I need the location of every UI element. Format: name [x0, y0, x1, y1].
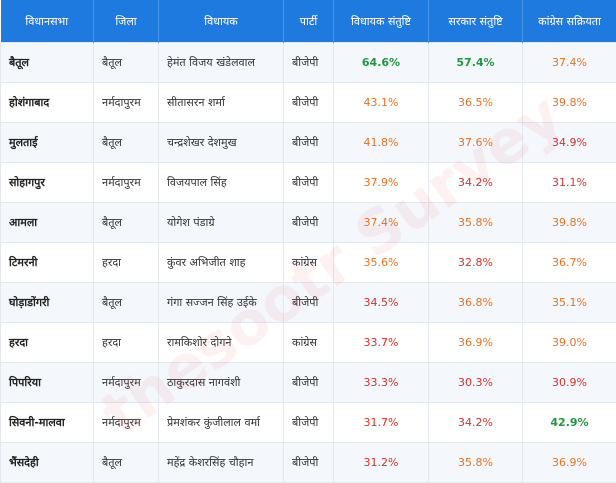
table-body: बैतूल बैतूल हेमंत विजय खंडेलवाल बीजेपी 64.6%… [0, 42, 616, 483]
table-cell: नर्मदापुरम [93, 162, 159, 203]
table-cell: हरदा [93, 242, 159, 283]
table-cell: बीजेपी [283, 402, 334, 443]
table-cell: बीजेपी [283, 282, 334, 323]
table-cell: 33.3% [333, 362, 429, 403]
table-cell: बैतूल [93, 122, 159, 163]
table-cell: कांग्रेस [283, 322, 334, 363]
table-row: बैतूल बैतूल हेमंत विजय खंडेलवाल बीजेपी 64.6%… [0, 42, 616, 83]
table-cell: 31.2% [333, 442, 429, 483]
table-cell: 34.5% [333, 282, 429, 323]
table-cell: प्रेमशंकर कुंजीलाल वर्मा [158, 402, 284, 443]
table-row: सोहागपुर नर्मदापुरम विजयपाल सिंह बीजेपी 37.9… [0, 162, 616, 203]
table-cell: 31.1% [522, 162, 616, 203]
table-cell: 30.3% [428, 362, 523, 403]
table-cell: 39.0% [522, 322, 616, 363]
table-row: होशंगाबाद नर्मदापुरम सीतासरन शर्मा बीजेपी 43… [0, 82, 616, 123]
table-cell: कांग्रेस [283, 242, 334, 283]
table-cell: 36.7% [522, 242, 616, 283]
column-header: जिला [93, 0, 159, 43]
table-cell: विजयपाल सिंह [158, 162, 284, 203]
column-header: विधानसभा [0, 0, 94, 43]
table-cell: बीजेपी [283, 362, 334, 403]
table-cell: हरदा [0, 322, 94, 363]
table-cell: नर्मदापुरम [93, 82, 159, 123]
table-row: सिवनी-मालवा नर्मदापुरम प्रेमशंकर कुंजीलाल … [0, 402, 616, 443]
table-cell: 30.9% [522, 362, 616, 403]
column-header: सरकार संतुष्टि [428, 0, 523, 43]
table-cell: बीजेपी [283, 202, 334, 243]
table-cell: 33.7% [333, 322, 429, 363]
table-cell: बीजेपी [283, 82, 334, 123]
table-cell: 32.8% [428, 242, 523, 283]
table-cell: नर्मदापुरम [93, 362, 159, 403]
table-cell: 31.7% [333, 402, 429, 443]
table-cell: 36.5% [428, 82, 523, 123]
table-cell: बीजेपी [283, 42, 334, 83]
table-cell: 57.4% [428, 42, 523, 83]
table-cell: बीजेपी [283, 162, 334, 203]
table-cell: 64.6% [333, 42, 429, 83]
column-header: विधायक संतुष्टि [333, 0, 429, 43]
table-cell: ठाकुरदास नागवंशी [158, 362, 284, 403]
table-cell: बैतूल [93, 282, 159, 323]
table-cell: हरदा [93, 322, 159, 363]
column-header: विधायक [158, 0, 284, 43]
table-cell: 34.9% [522, 122, 616, 163]
table-cell: गंगा सज्जन सिंह उईके [158, 282, 284, 323]
table-cell: आमला [0, 202, 94, 243]
table-cell: मुलताई [0, 122, 94, 163]
table-cell: रामकिशोर दोगने [158, 322, 284, 363]
table-cell: बीजेपी [283, 122, 334, 163]
table-cell: महेंद्र केशरसिंह चौहान [158, 442, 284, 483]
table-cell: 35.8% [428, 442, 523, 483]
table-cell: सोहागपुर [0, 162, 94, 203]
table-cell: 36.8% [428, 282, 523, 323]
table-cell: बैतूल [0, 42, 94, 83]
table-cell: 36.9% [522, 442, 616, 483]
header-row: विधानसभा जिला विधायक पार्टी विधायक संतुष्टि स… [0, 0, 616, 43]
table-cell: बैतूल [93, 442, 159, 483]
table-row: पिपरिया नर्मदापुरम ठाकुरदास नागवंशी बीजेपी 3… [0, 362, 616, 403]
table-cell: होशंगाबाद [0, 82, 94, 123]
table-cell: सीतासरन शर्मा [158, 82, 284, 123]
table-cell: 37.4% [522, 42, 616, 83]
table-cell: कुंवर अभिजीत शाह [158, 242, 284, 283]
column-header: कांग्रेस सक्रियता [522, 0, 616, 43]
table-cell: 34.2% [428, 402, 523, 443]
table-row: घोड़ाडोंगरी बैतूल गंगा सज्जन सिंह उईके बीजे… [0, 282, 616, 323]
table-cell: 43.1% [333, 82, 429, 123]
table-cell: चन्द्रशेखर देशमुख [158, 122, 284, 163]
table-cell: 35.1% [522, 282, 616, 323]
table-cell: 41.8% [333, 122, 429, 163]
table-cell: 36.9% [428, 322, 523, 363]
table-cell: पिपरिया [0, 362, 94, 403]
table-cell: 37.9% [333, 162, 429, 203]
table-cell: नर्मदापुरम [93, 402, 159, 443]
table-cell: भैंसदेही [0, 442, 94, 483]
table-cell: 34.2% [428, 162, 523, 203]
table-cell: टिमरनी [0, 242, 94, 283]
table-cell: 42.9% [522, 402, 616, 443]
table-row: हरदा हरदा रामकिशोर दोगने कांग्रेस 33.7% 36.9%… [0, 322, 616, 363]
table-cell: बैतूल [93, 42, 159, 83]
column-header: पार्टी [283, 0, 334, 43]
table-cell: 35.8% [428, 202, 523, 243]
table-cell: बीजेपी [283, 442, 334, 483]
table-cell: 39.8% [522, 82, 616, 123]
table-row: टिमरनी हरदा कुंवर अभिजीत शाह कांग्रेस 35.6% 3… [0, 242, 616, 283]
table-cell: 35.6% [333, 242, 429, 283]
table-cell: 37.4% [333, 202, 429, 243]
table-cell: हेमंत विजय खंडेलवाल [158, 42, 284, 83]
table-row: मुलताई बैतूल चन्द्रशेखर देशमुख बीजेपी 41.8% 3… [0, 122, 616, 163]
table-row: आमला बैतूल योगेश पंडाग्रे बीजेपी 37.4% 35.8% 3… [0, 202, 616, 243]
table-cell: सिवनी-मालवा [0, 402, 94, 443]
table-cell: बैतूल [93, 202, 159, 243]
table-row: भैंसदेही बैतूल महेंद्र केशरसिंह चौहान बीजेप… [0, 442, 616, 483]
table-cell: योगेश पंडाग्रे [158, 202, 284, 243]
table-cell: 37.6% [428, 122, 523, 163]
table-cell: 39.8% [522, 202, 616, 243]
table-cell: घोड़ाडोंगरी [0, 282, 94, 323]
